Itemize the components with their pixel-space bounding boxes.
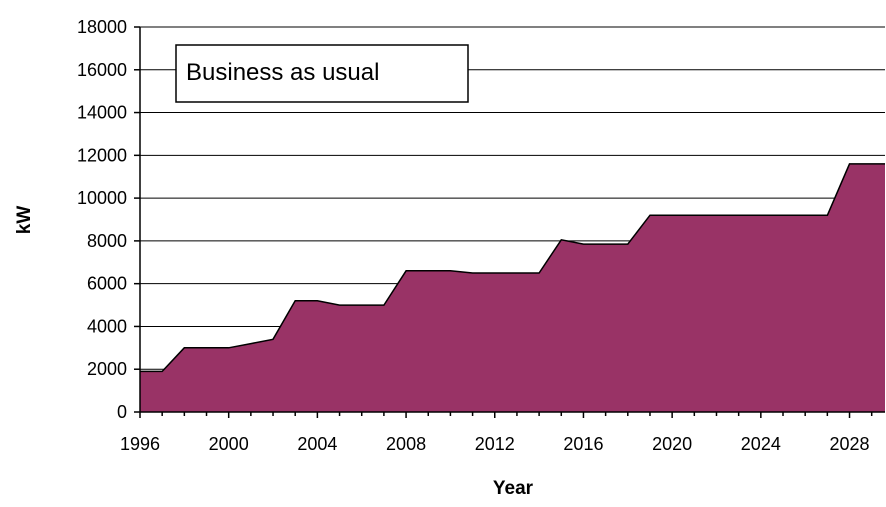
x-tick-label-2024: 2024	[741, 434, 781, 454]
annotation-text: Business as usual	[186, 59, 379, 86]
area-outline-0	[140, 163, 885, 373]
y-tick-label-18000: 18000	[77, 17, 127, 37]
y-tick-label-4000: 4000	[87, 316, 127, 336]
x-tick-label-2004: 2004	[297, 434, 337, 454]
x-axis-title: Year	[493, 478, 534, 499]
y-tick-label-8000: 8000	[87, 231, 127, 251]
x-tick-label-1996: 1996	[120, 434, 160, 454]
y-tick-label-0: 0	[117, 402, 127, 422]
x-tick-label-2000: 2000	[209, 434, 249, 454]
y-tick-label-6000: 6000	[87, 274, 127, 294]
area-series	[140, 163, 885, 412]
x-tick-label-2020: 2020	[652, 434, 692, 454]
x-tick-label-2028: 2028	[830, 434, 870, 454]
x-tick-label-2016: 2016	[563, 434, 603, 454]
annotation-box: Business as usual	[175, 44, 469, 103]
y-tick-label-10000: 10000	[77, 188, 127, 208]
y-tick-label-16000: 16000	[77, 60, 127, 80]
gridlines	[140, 26, 885, 370]
y-axis-title: kW	[14, 206, 35, 235]
axes	[134, 26, 885, 418]
y-tick-label-12000: 12000	[77, 145, 127, 165]
x-tick-label-2012: 2012	[475, 434, 515, 454]
y-axis-tick-labels: 0 2000 4000 6000 8000 10000 12000 14000 16000 180…	[77, 17, 127, 422]
y-tick-label-14000: 14000	[77, 103, 127, 123]
y-tick-label-2000: 2000	[87, 359, 127, 379]
x-tick-label-2008: 2008	[386, 434, 426, 454]
x-axis-tick-labels: 1996 2000 2004 2008 2012 2016 2020 2024 2028	[120, 434, 870, 454]
area-fill-0	[140, 163, 885, 412]
